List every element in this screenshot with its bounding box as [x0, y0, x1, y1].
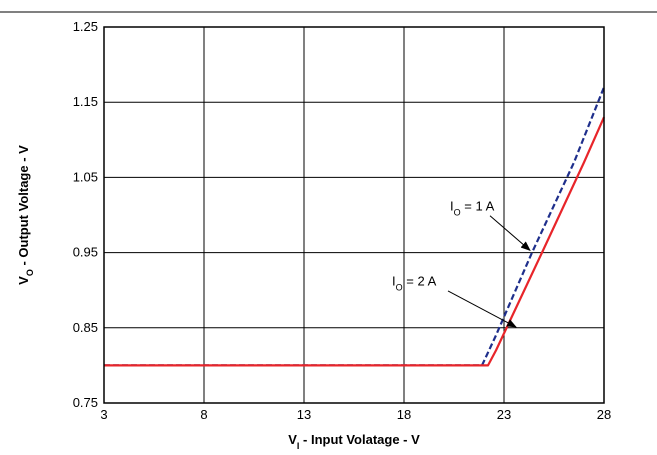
series-line-io_2a	[104, 116, 606, 367]
y-tick-label: 1.25	[73, 19, 98, 34]
y-tick-label: 0.85	[73, 320, 98, 335]
y-tick-label: 1.05	[73, 169, 98, 184]
tick-labels: 3 8 13 18 23 28 0.75 0.85 0.95 1.05 1.15 1.25	[73, 19, 612, 422]
y-tick-label: 0.75	[73, 395, 98, 410]
x-tick-label: 8	[200, 407, 207, 422]
x-tick-label: 13	[297, 407, 311, 422]
annotation-arrow-io_1a	[489, 215, 531, 251]
series-line-io_1a	[104, 86, 606, 367]
x-tick-label: 3	[100, 407, 107, 422]
annotation-io-2a-label: IO = 2 A	[392, 274, 437, 293]
x-tick-label: 28	[597, 407, 611, 422]
grid-lines	[103, 26, 605, 404]
x-tick-label: 23	[497, 407, 511, 422]
annotations	[447, 215, 531, 328]
y-axis-title: VO - Output Voltage - V	[16, 145, 35, 285]
annotation-io-1a-label: IO = 1 A	[450, 198, 495, 217]
y-tick-label: 0.95	[73, 245, 98, 260]
plot-frame	[103, 26, 605, 404]
annotation-arrow-io_2a	[447, 290, 517, 328]
series-layer	[104, 86, 606, 367]
y-tick-label: 1.15	[73, 94, 98, 109]
x-tick-label: 18	[397, 407, 411, 422]
x-axis-title: VI - Input Volatage - V	[288, 432, 420, 451]
